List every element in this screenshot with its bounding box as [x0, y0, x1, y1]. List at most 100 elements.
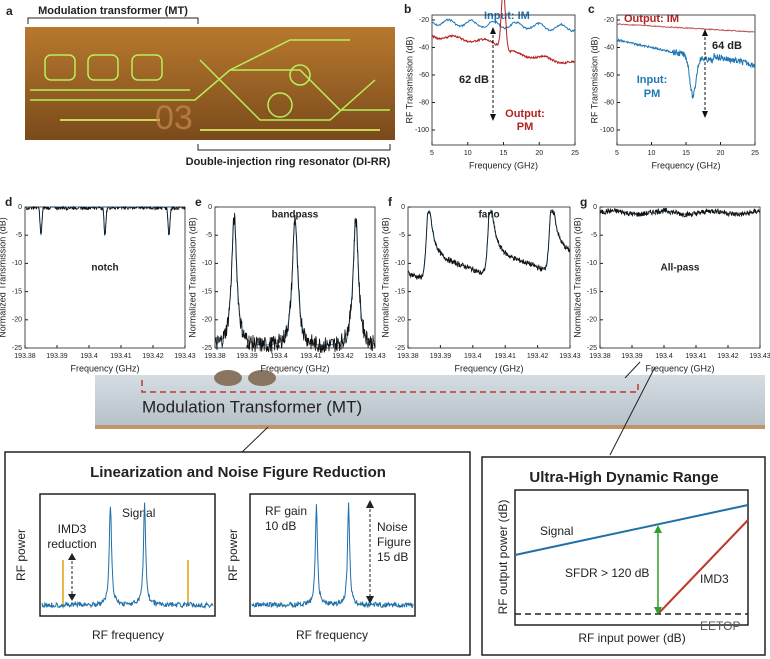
y-tick-label: -5	[399, 232, 405, 239]
y-tick-label: -25	[12, 345, 22, 352]
signal-line	[514, 504, 749, 556]
axis-label: RF output power (dB)	[496, 500, 510, 615]
y-tick-label: -5	[591, 232, 597, 239]
x-tick-label: 25	[571, 150, 579, 157]
panel-label: d	[5, 195, 12, 209]
panel-label: b	[404, 2, 411, 16]
panel-label: g	[580, 195, 587, 209]
plot-frame	[214, 206, 376, 349]
pointer	[624, 361, 641, 379]
x-tick-label: 15	[500, 150, 508, 157]
axis-label: RF Transmission (dB)	[589, 36, 599, 123]
x-tick-label: 193.4	[80, 353, 98, 360]
annotation: SFDR > 120 dB	[565, 566, 649, 580]
x-tick-label: 193.42	[332, 353, 354, 360]
x-tick-label: 193.39	[430, 353, 452, 360]
y-tick-label: -20	[419, 17, 429, 24]
annotation: PM	[644, 88, 661, 100]
annotation: 64 dB	[712, 40, 742, 52]
curve	[251, 502, 414, 609]
annotation: IMD3	[58, 522, 87, 536]
panel-label: a	[6, 4, 13, 18]
imd3-line	[657, 519, 749, 615]
y-tick-label: -40	[419, 44, 429, 51]
curve	[214, 212, 376, 354]
y-tick-label: -60	[419, 72, 429, 79]
y-tick-label: -20	[587, 317, 597, 324]
annotation: Output: IM	[624, 13, 679, 25]
x-tick-label: 193.39	[621, 353, 643, 360]
axis-label: RF Transmission (dB)	[404, 36, 414, 123]
dashed-outline	[141, 380, 639, 393]
plot-frame	[431, 14, 576, 146]
x-tick-label: 20	[535, 150, 543, 157]
filter-name: All-pass	[661, 263, 700, 274]
axis-label: RF frequency	[296, 628, 368, 642]
ring	[248, 370, 276, 386]
caption: Modulation transformer (MT)	[38, 5, 188, 17]
curve	[616, 22, 756, 33]
annotation: PM	[517, 121, 534, 133]
axis-label: RF power	[14, 529, 28, 581]
curve	[25, 206, 185, 236]
panel-label: c	[588, 2, 595, 16]
y-tick-label: -20	[12, 317, 22, 324]
axis-label: Frequency (GHz)	[645, 363, 714, 373]
y-tick-label: -15	[587, 288, 597, 295]
x-tick-label: 193.4	[270, 353, 288, 360]
pointer	[237, 426, 269, 457]
x-tick-label: 193.42	[527, 353, 549, 360]
panel-label: e	[195, 195, 202, 209]
curve	[214, 217, 376, 346]
x-tick-label: 193.39	[236, 353, 258, 360]
y-tick-label: -25	[395, 345, 405, 352]
chip-waveguides	[30, 39, 390, 131]
x-tick-label: 5	[430, 150, 434, 157]
x-tick-label: 193.42	[142, 353, 164, 360]
annotation: reduction	[47, 537, 96, 551]
y-tick-label: -80	[604, 99, 614, 106]
watermark: EETOP	[700, 619, 740, 633]
y-tick-label: -10	[202, 260, 212, 267]
mt-waveguide	[95, 375, 765, 427]
box-title: Linearization and Noise Figure Reduction	[90, 464, 386, 481]
x-tick-label: 193.41	[110, 353, 132, 360]
y-tick-label: -20	[395, 317, 405, 324]
x-tick-label: 193.38	[14, 353, 36, 360]
annotation: 10 dB	[265, 519, 296, 533]
axis-label: RF input power (dB)	[578, 631, 685, 645]
annotation: Input: IM	[484, 10, 530, 22]
x-tick-label: 20	[717, 150, 725, 157]
x-tick-label: 193.38	[204, 353, 226, 360]
curve	[41, 502, 214, 610]
y-tick-label: -25	[202, 345, 212, 352]
y-tick-label: -25	[587, 345, 597, 352]
y-tick-label: -60	[604, 72, 614, 79]
axis-label: Frequency (GHz)	[70, 363, 139, 373]
y-tick-label: -100	[600, 127, 614, 134]
annotation: Input:	[637, 74, 668, 86]
curve	[431, 0, 576, 65]
x-tick-label: 193.43	[749, 353, 770, 360]
y-tick-label: -15	[202, 288, 212, 295]
y-tick-label: 0	[401, 204, 405, 211]
x-tick-label: 193.4	[464, 353, 482, 360]
plot-frame	[249, 493, 416, 617]
x-tick-label: 193.41	[494, 353, 516, 360]
chip-mark: 03	[155, 99, 193, 137]
bracket	[197, 144, 391, 151]
pointer	[609, 366, 656, 456]
filter-name: notch	[91, 263, 118, 274]
x-tick-label: 193.41	[300, 353, 322, 360]
annotation: Signal	[540, 524, 573, 538]
y-tick-label: -20	[604, 17, 614, 24]
bracket	[27, 17, 199, 24]
annotation: IMD3	[700, 572, 729, 586]
curve	[431, 18, 576, 33]
y-tick-label: 0	[593, 204, 597, 211]
axis-label: Normalized Transmission (dB)	[572, 217, 582, 338]
x-tick-label: 193.38	[397, 353, 419, 360]
axis-label: Normalized Transmission (dB)	[187, 217, 197, 338]
x-tick-label: 193.43	[364, 353, 386, 360]
x-tick-label: 193.43	[174, 353, 196, 360]
